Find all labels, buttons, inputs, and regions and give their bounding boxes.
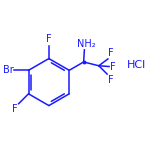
Text: F: F <box>108 48 114 59</box>
Text: NH₂: NH₂ <box>77 39 95 49</box>
Text: F: F <box>12 104 18 114</box>
Text: F: F <box>46 35 52 44</box>
Text: Br: Br <box>3 65 13 75</box>
Text: F: F <box>108 75 113 85</box>
Text: F: F <box>110 62 115 72</box>
Text: HCl: HCl <box>127 60 147 70</box>
